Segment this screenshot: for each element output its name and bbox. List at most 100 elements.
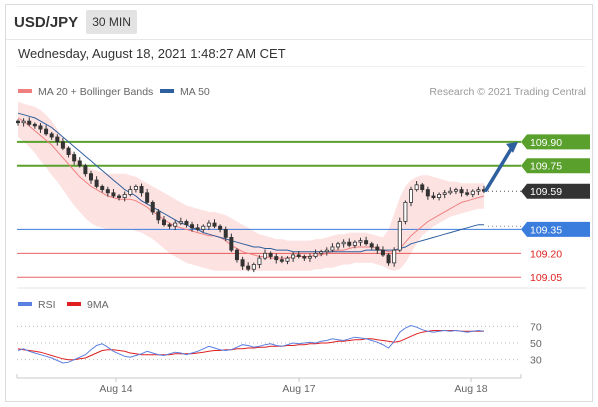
candle bbox=[268, 251, 273, 260]
bollinger-band bbox=[18, 102, 484, 271]
candle bbox=[420, 182, 425, 193]
candle bbox=[218, 224, 223, 233]
candle bbox=[453, 187, 458, 195]
candle bbox=[240, 256, 245, 270]
candle-body bbox=[330, 246, 335, 251]
candle bbox=[105, 186, 110, 197]
candle-body bbox=[319, 251, 324, 254]
candle bbox=[358, 237, 363, 246]
candle-body bbox=[206, 222, 211, 227]
candle-body bbox=[420, 184, 425, 191]
candle-body bbox=[347, 241, 352, 246]
candle bbox=[38, 123, 43, 133]
candle-body bbox=[195, 227, 200, 230]
candle-body bbox=[60, 141, 65, 149]
candle bbox=[161, 216, 166, 227]
candle-body bbox=[470, 190, 475, 195]
level-tag-support: 109.20 bbox=[530, 248, 562, 260]
rsi-tick-label: 50 bbox=[530, 338, 542, 350]
candle bbox=[307, 253, 312, 262]
candle bbox=[465, 188, 470, 197]
candle-body bbox=[302, 256, 307, 259]
instrument-symbol: USD/JPY bbox=[14, 13, 79, 31]
candle bbox=[380, 246, 385, 257]
candles-layer bbox=[15, 117, 486, 273]
candle-body bbox=[425, 189, 430, 197]
ma20-legend-label: MA 20 + Bollinger Bands bbox=[38, 86, 153, 98]
candle bbox=[206, 220, 211, 231]
level-tag-resistance: 109.90 bbox=[521, 134, 590, 150]
candle bbox=[403, 200, 408, 225]
candle bbox=[313, 249, 318, 259]
candle bbox=[173, 220, 178, 231]
candle-body bbox=[336, 243, 341, 248]
header-divider bbox=[6, 39, 592, 40]
rsi-ma-legend-label: 9MA bbox=[87, 299, 109, 311]
candle-body bbox=[274, 256, 279, 261]
candle bbox=[246, 262, 251, 272]
candle-body bbox=[139, 186, 144, 194]
candle-body bbox=[234, 249, 239, 261]
candle-body bbox=[397, 221, 402, 251]
candle bbox=[414, 181, 419, 192]
level-tag-label: 109.90 bbox=[530, 137, 562, 149]
candle bbox=[442, 189, 447, 199]
level-tag-pivot: 109.35 bbox=[521, 221, 590, 237]
candle-body bbox=[212, 222, 217, 227]
candle-body bbox=[55, 136, 60, 143]
candle-body bbox=[21, 120, 26, 124]
research-credit: Research © 2021 Trading Central bbox=[429, 86, 586, 98]
level-tag-bg bbox=[521, 183, 590, 199]
level-tag-label: 109.59 bbox=[530, 186, 562, 198]
candle bbox=[139, 183, 144, 197]
level-tag-resistance: 109.75 bbox=[521, 158, 590, 174]
rsi-tick-label: 30 bbox=[530, 355, 542, 367]
candle-body bbox=[27, 120, 32, 125]
level-tag-bg bbox=[521, 134, 590, 150]
candle-body bbox=[161, 219, 166, 226]
candle bbox=[100, 184, 105, 193]
rsi-ma-legend-swatch bbox=[67, 302, 81, 306]
candle bbox=[336, 241, 341, 250]
chart-datetime: Wednesday, August 18, 2021 1:48:27 AM CE… bbox=[18, 46, 286, 61]
level-tag-bg bbox=[521, 221, 590, 237]
candle-body bbox=[375, 246, 380, 251]
ma20-legend-swatch bbox=[18, 89, 32, 93]
candle bbox=[425, 186, 430, 200]
rsi-tick-label: 70 bbox=[530, 321, 542, 333]
candle bbox=[88, 170, 93, 184]
candle-body bbox=[465, 192, 470, 195]
candle bbox=[184, 219, 189, 228]
level-tag-label: 109.20 bbox=[530, 248, 562, 260]
candle-body bbox=[190, 224, 195, 229]
candle bbox=[201, 224, 206, 233]
candle-body bbox=[313, 252, 318, 257]
candle bbox=[27, 117, 32, 127]
candle bbox=[285, 256, 290, 265]
candle-body bbox=[94, 179, 99, 187]
candle bbox=[279, 255, 284, 264]
candle bbox=[156, 209, 161, 224]
candle-body bbox=[66, 147, 71, 155]
ma50-line bbox=[17, 112, 484, 253]
candle bbox=[229, 233, 234, 253]
candle-body bbox=[150, 201, 155, 213]
candle-body bbox=[476, 189, 481, 192]
candle bbox=[178, 217, 183, 225]
candle-body bbox=[442, 192, 447, 195]
candle-body bbox=[279, 259, 284, 262]
candle-body bbox=[117, 195, 122, 198]
candle-body bbox=[251, 264, 256, 270]
candle-body bbox=[285, 257, 290, 262]
candle bbox=[32, 122, 37, 129]
candle-body bbox=[324, 249, 329, 253]
candle-body bbox=[291, 254, 296, 259]
candle bbox=[49, 131, 54, 140]
candle-body bbox=[218, 225, 223, 230]
candle-body bbox=[44, 128, 49, 135]
candle bbox=[364, 236, 369, 246]
candle bbox=[319, 249, 324, 257]
timeframe-badge[interactable]: 30 MIN bbox=[86, 10, 137, 34]
candle-body bbox=[358, 240, 363, 243]
